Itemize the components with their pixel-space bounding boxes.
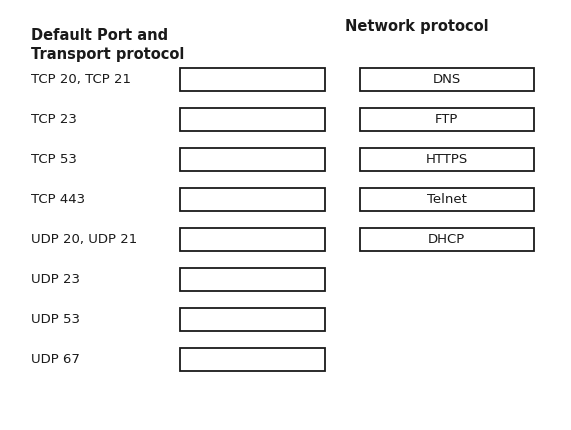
Text: DNS: DNS	[433, 73, 461, 86]
Bar	[180, 348, 325, 371]
Text: FTP: FTP	[435, 113, 459, 126]
Text: Default Port and
Transport protocol: Default Port and Transport protocol	[31, 28, 185, 61]
Bar	[180, 68, 325, 91]
Bar	[180, 108, 325, 131]
Bar	[180, 188, 325, 211]
Bar	[180, 228, 325, 251]
Text: UDP 20, UDP 21: UDP 20, UDP 21	[31, 233, 138, 246]
Text: Network protocol: Network protocol	[345, 19, 489, 34]
Bar	[180, 268, 325, 291]
Bar	[180, 308, 325, 331]
Bar	[360, 148, 534, 171]
Bar	[180, 148, 325, 171]
Bar	[360, 188, 534, 211]
Text: DHCP: DHCP	[428, 233, 465, 246]
Text: UDP 67: UDP 67	[31, 353, 81, 366]
Bar	[360, 108, 534, 131]
Text: TCP 23: TCP 23	[31, 113, 77, 126]
Bar	[360, 228, 534, 251]
Text: UDP 23: UDP 23	[31, 273, 81, 286]
Text: TCP 53: TCP 53	[31, 153, 77, 166]
Text: TCP 443: TCP 443	[31, 193, 86, 206]
Bar	[360, 68, 534, 91]
Text: TCP 20, TCP 21: TCP 20, TCP 21	[31, 73, 131, 86]
Text: Telnet: Telnet	[427, 193, 467, 206]
Text: HTTPS: HTTPS	[426, 153, 468, 166]
Text: UDP 53: UDP 53	[31, 313, 81, 326]
